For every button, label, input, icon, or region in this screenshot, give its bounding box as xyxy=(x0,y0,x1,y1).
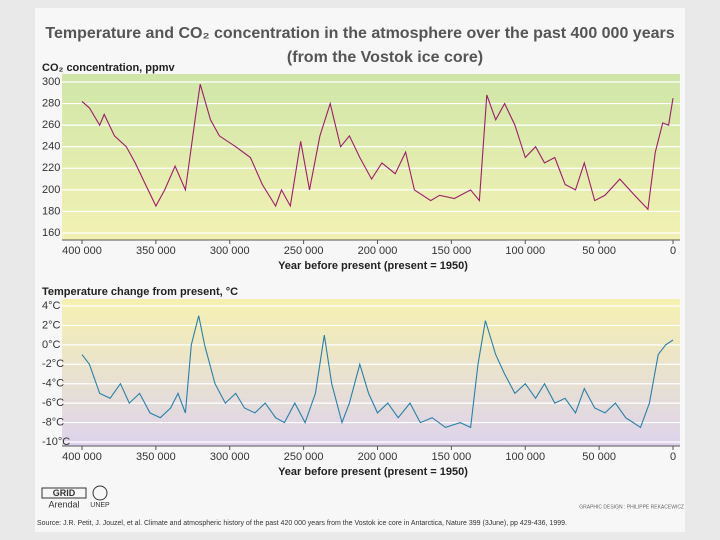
y-tick-label: -6°C xyxy=(42,397,64,409)
x-tick-label: 50 000 xyxy=(582,451,616,463)
plot-background xyxy=(62,74,680,240)
y-tick-label: -10°C xyxy=(42,436,70,448)
data-line xyxy=(81,315,674,429)
x-axis-label: Year before present (present = 1950) xyxy=(278,466,468,478)
y-tick-label: -4°C xyxy=(42,378,64,390)
x-tick-label: 300 000 xyxy=(210,451,250,463)
x-tick-label: 200 000 xyxy=(358,451,398,463)
y-tick-label: 240 xyxy=(42,141,60,153)
y-tick-label: 160 xyxy=(42,227,60,239)
logo-text: Arendal xyxy=(48,499,79,509)
x-tick-label: 250 000 xyxy=(284,451,324,463)
y-tick-label: 260 xyxy=(42,119,60,131)
y-tick-label: 4°C xyxy=(42,300,61,312)
data-line xyxy=(81,84,674,211)
x-tick-label: 150 000 xyxy=(431,451,471,463)
x-tick-label: 350 000 xyxy=(136,245,176,257)
x-tick-label: 100 000 xyxy=(505,245,545,257)
x-tick-label: 0 xyxy=(670,245,676,257)
x-tick-label: 250 000 xyxy=(284,245,324,257)
x-tick-label: 50 000 xyxy=(582,245,616,257)
source: Source: J.R. Petit, J. Jouzel, et al. Cl… xyxy=(37,520,567,527)
y-tick-label: 300 xyxy=(42,76,60,88)
x-axis-label: Year before present (present = 1950) xyxy=(278,260,468,272)
y-tick-label: 220 xyxy=(42,162,60,174)
x-tick-label: 100 000 xyxy=(505,451,545,463)
y-tick-label: 0°C xyxy=(42,339,61,351)
subtitle: (from the Vostok ice core) xyxy=(287,49,483,66)
y-tick-label: -8°C xyxy=(42,416,64,428)
logo-emblem xyxy=(92,485,108,501)
x-tick-label: 300 000 xyxy=(210,245,250,257)
y-tick-label: 2°C xyxy=(42,319,61,331)
x-tick-label: 150 000 xyxy=(431,245,471,257)
y-tick-label: 200 xyxy=(42,184,60,196)
y-tick-label: -2°C xyxy=(42,358,64,370)
y-axis-label: CO₂ concentration, ppmv xyxy=(42,62,176,74)
logo-box xyxy=(41,487,87,499)
x-tick-label: 350 000 xyxy=(136,451,176,463)
y-axis-label: Temperature change from present, °C xyxy=(42,286,238,298)
logo-text: UNEP xyxy=(90,502,110,509)
y-tick-label: 280 xyxy=(42,97,60,109)
y-tick-label: 180 xyxy=(42,205,60,217)
x-tick-label: 400 000 xyxy=(62,451,102,463)
x-tick-label: 400 000 xyxy=(62,245,102,257)
plot-background xyxy=(62,299,680,446)
logo-text: GRID xyxy=(53,488,76,498)
x-tick-label: 200 000 xyxy=(358,245,398,257)
title: Temperature and CO₂ concentration in the… xyxy=(45,25,674,42)
credit: GRAPHIC DESIGN : PHILIPPE REKACEWICZ xyxy=(579,504,684,510)
x-tick-label: 0 xyxy=(670,451,676,463)
